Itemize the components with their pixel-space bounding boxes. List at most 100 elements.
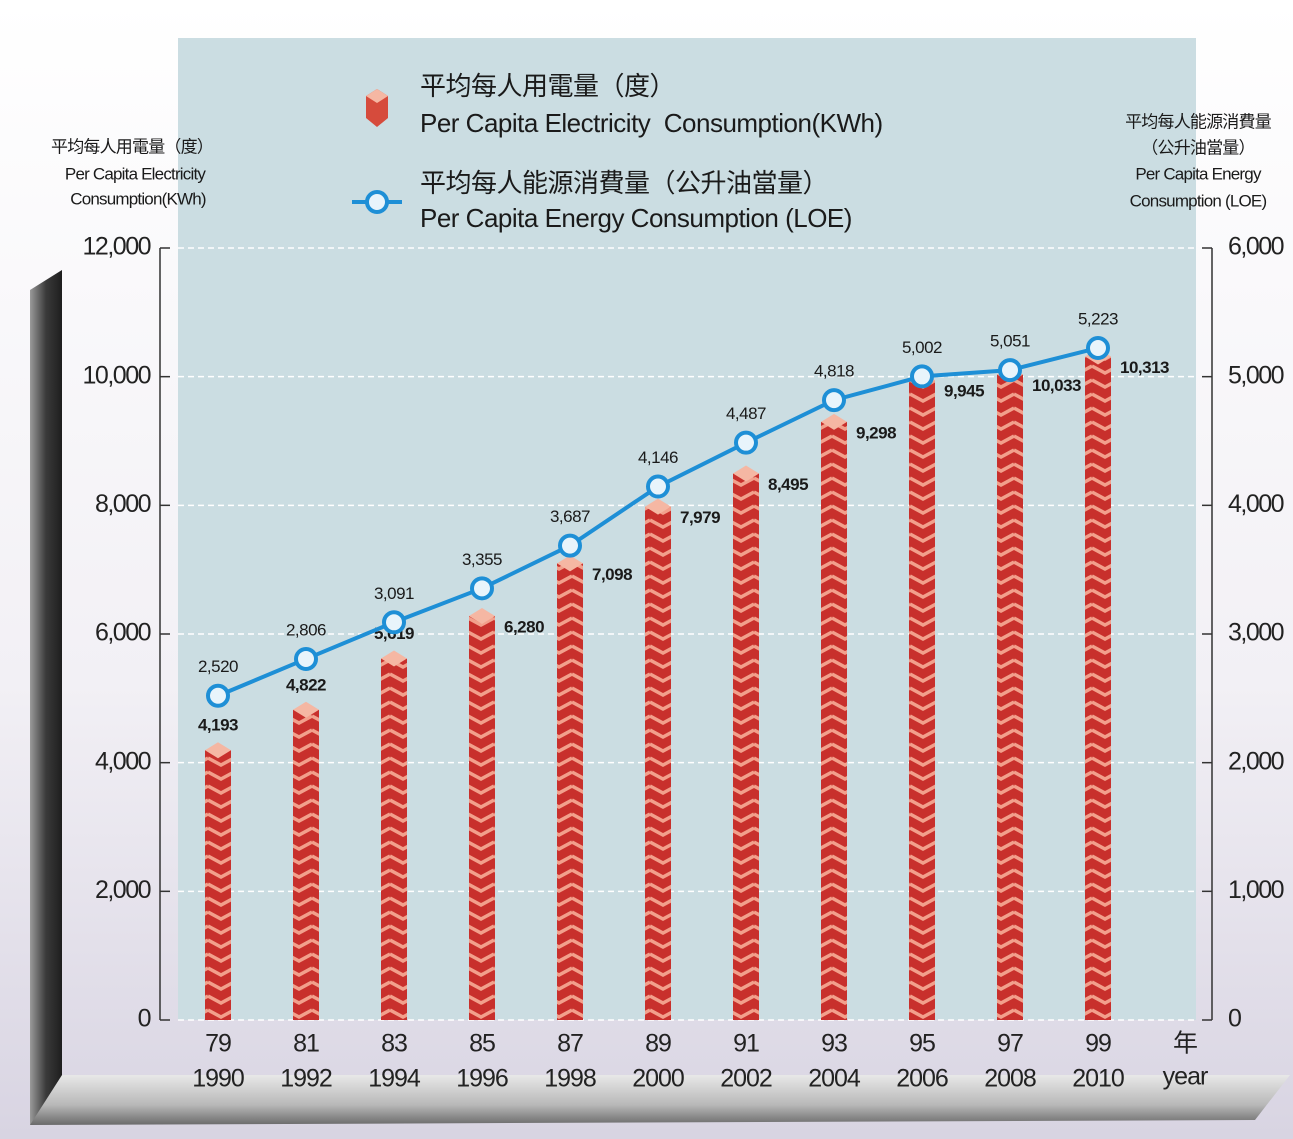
y-tick-label: 8,000 (95, 490, 151, 518)
bar (557, 563, 583, 1020)
x-tick-label: 1996 (456, 1065, 508, 1093)
line-marker (734, 430, 758, 455)
bar-value-label: 4,822 (286, 675, 326, 694)
y-tick-label: 12,000 (83, 233, 151, 261)
legend-label: 平均每人用電量（度） (420, 71, 675, 101)
bar (997, 374, 1023, 1020)
line-marker (910, 364, 934, 389)
x-tick-label: 93 (821, 1030, 847, 1058)
bar-value-label: 8,495 (768, 475, 808, 494)
y2-axis-title: 平均每人能源消費量 (1125, 112, 1272, 131)
y2-tick-label: 6,000 (1228, 233, 1284, 261)
line-marker (998, 358, 1022, 383)
x-tick-label: 1998 (544, 1065, 596, 1093)
x-tick-label: 2010 (1072, 1065, 1124, 1093)
y-tick-label: 0 (138, 1005, 151, 1033)
legend: 平均每人用電量（度） Per Capita Electricity Consum… (352, 71, 883, 233)
y2-axis-title: Per Capita Energy (1135, 164, 1262, 183)
bar-top (469, 607, 495, 624)
x-tick-label: 99 (1085, 1030, 1111, 1058)
x-tick-label: 81 (293, 1030, 319, 1058)
x-tick-label: 97 (997, 1030, 1023, 1058)
bar-value-label: 7,979 (680, 508, 720, 527)
x-tick-label: 85 (469, 1030, 495, 1058)
line-value-label: 4,487 (726, 404, 766, 423)
legend-label-en: Per Capita Energy Consumption (LOE) (420, 203, 852, 233)
line-value-label: 3,355 (462, 550, 502, 569)
line-value-label: 3,687 (550, 507, 590, 526)
x-tick-label: 87 (557, 1030, 583, 1058)
bar-top (557, 555, 583, 572)
line-value-label: 5,223 (1078, 309, 1118, 328)
bar-top (293, 701, 319, 718)
line-marker (822, 388, 846, 413)
bar-top (733, 465, 759, 482)
y-axis-title: Consumption(KWh) (70, 189, 206, 208)
bar-value-label: 9,298 (856, 423, 896, 442)
bar (909, 380, 935, 1021)
x-tick-label: 95 (909, 1030, 935, 1058)
x-tick-label: 1994 (368, 1065, 421, 1093)
line-marker (206, 683, 230, 708)
y2-tick-label: 5,000 (1228, 361, 1284, 389)
y2-tick-label: 4,000 (1228, 490, 1284, 518)
line-marker (1086, 335, 1110, 360)
x-tick-label: 91 (733, 1030, 759, 1058)
x-tick-label: 1990 (192, 1065, 244, 1093)
legend-label-en: Per Capita Electricity Consumption(KWh) (420, 108, 883, 138)
legend-bar-icon-top (366, 89, 388, 103)
line-value-label: 5,002 (902, 338, 942, 357)
line-value-label: 4,146 (638, 448, 678, 467)
floor (30, 1075, 1290, 1125)
plot-panel (178, 38, 1196, 1020)
y-tick-label: 10,000 (83, 361, 151, 389)
legend-label: 平均每人能源消費量（公升油當量） (420, 168, 828, 198)
bar-top (381, 650, 407, 667)
bar-value-label: 7,098 (592, 565, 632, 584)
bar-value-label: 4,193 (198, 716, 238, 735)
x-tick-label: 2006 (896, 1065, 948, 1093)
y2-tick-label: 1,000 (1228, 876, 1284, 904)
x-tick-label: 2004 (808, 1065, 861, 1093)
y-tick-label: 6,000 (95, 619, 151, 647)
x-tick-label: 2008 (984, 1065, 1036, 1093)
line-value-label: 2,806 (286, 620, 326, 639)
line-value-label: 4,818 (814, 362, 854, 381)
x-tick-label: 1992 (280, 1065, 332, 1093)
y2-tick-label: 0 (1228, 1005, 1241, 1033)
bar-value-label: 6,280 (504, 617, 544, 636)
bar-top (645, 498, 671, 515)
x-tick-label: 83 (381, 1030, 407, 1058)
x-axis-title: 年 (1173, 1030, 1197, 1058)
line-value-label: 5,051 (990, 332, 1030, 351)
y-axis-title: 平均每人用電量（度） (51, 137, 213, 156)
legend-marker-icon (365, 190, 389, 214)
line-marker (294, 646, 318, 671)
bar (293, 709, 319, 1020)
bar-value-label: 10,033 (1032, 376, 1081, 395)
bar (205, 750, 231, 1020)
line-marker (382, 610, 406, 635)
bar (733, 473, 759, 1020)
bar (1085, 356, 1111, 1020)
x-axis-title: year (1163, 1063, 1208, 1091)
bar-value-label: 10,313 (1120, 358, 1169, 377)
line-value-label: 2,520 (198, 657, 238, 676)
line-marker (558, 533, 582, 558)
line-value-label: 3,091 (374, 584, 414, 603)
y2-axis-title: Consumption (LOE) (1130, 191, 1267, 210)
y-axis-title: Per Capita Electricity (65, 164, 206, 183)
bar (645, 506, 671, 1020)
line-marker (470, 576, 494, 601)
bar (821, 421, 847, 1020)
bar-top (821, 413, 847, 430)
y-tick-label: 4,000 (95, 747, 151, 775)
x-tick-label: 2002 (720, 1065, 772, 1093)
bar-value-label: 9,945 (944, 382, 984, 401)
x-tick-label: 2000 (632, 1065, 684, 1093)
y-tick-label: 2,000 (95, 876, 151, 904)
left-wall (30, 270, 62, 1125)
y2-tick-label: 2,000 (1228, 747, 1284, 775)
bar-top (205, 742, 231, 759)
